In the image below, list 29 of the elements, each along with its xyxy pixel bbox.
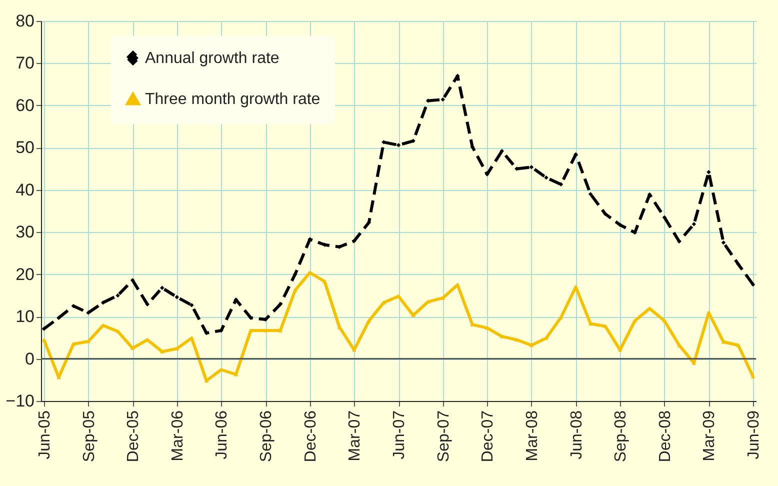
x-tick-label: Jun-07 [391,410,408,460]
x-tick-label: Sep-07 [435,410,452,462]
x-tick-label: Mar-07 [346,410,364,462]
x-tick-label: Dec-07 [480,410,497,462]
x-tick-label: Jun-06 [214,410,231,460]
x-tick-label: Sep-05 [80,410,98,462]
x-tick-label: Jun-09 [746,410,763,460]
x-tick-label: Sep-08 [612,410,630,462]
x-tick-label: Mar-06 [169,410,186,462]
y-tick-label: 50 [16,138,34,158]
y-tick-label: 40 [16,180,34,200]
x-tick-label: Mar-09 [701,410,718,462]
y-tick-label: 10 [16,307,34,326]
x-tick-label: Jun-08 [568,410,586,460]
x-tick-label: Dec-08 [656,410,674,462]
x-tick-label: Sep-06 [258,410,276,462]
y-tick-label: 60 [16,96,34,115]
x-tick-label: Dec-05 [125,410,142,462]
y-tick-label: 0 [25,349,34,368]
x-tick-label: Mar-08 [524,410,541,462]
y-tick-label: 70 [16,54,34,73]
x-tick-label: Jun-05 [36,410,54,460]
y-tick-label: −10 [6,392,34,410]
legend-label: Three month growth rate [145,91,320,108]
y-tick-label: 30 [16,222,34,242]
x-tick-label: Dec-06 [302,410,320,462]
legend-label: Annual growth rate [145,50,280,67]
y-tick-label: 80 [16,12,34,30]
y-tick-label: 20 [16,264,34,284]
